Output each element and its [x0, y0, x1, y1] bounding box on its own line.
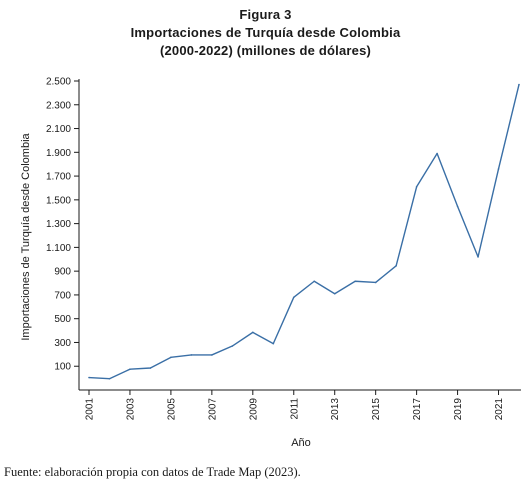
data-point-2008: [231, 345, 234, 347]
y-tick-label: 2.500: [46, 77, 71, 88]
y-tick-label: 100: [54, 362, 71, 373]
data-point-2009: [252, 331, 254, 334]
y-tick-label: 1.900: [46, 148, 71, 159]
y-tick-label: 1.100: [46, 243, 71, 254]
line-chart: 100 300 500 700 900 1.100 1.300 1.500 1.700 1.900…: [20, 77, 521, 449]
y-tick-label: 700: [54, 290, 71, 301]
series-points: [88, 83, 520, 380]
data-point-2002: [108, 377, 111, 380]
y-axis-ticks: 100 300 500 700 900 1.100 1.300 1.500 1.700 1.900…: [46, 77, 79, 373]
data-point-2016: [395, 265, 397, 267]
data-point-2005: [170, 356, 172, 359]
x-tick-label: 2005: [166, 398, 177, 421]
figure-source: Fuente: elaboración propia con datos de …: [4, 465, 301, 479]
figure-label: Figura 3: [239, 7, 292, 22]
x-tick-label: 2019: [453, 398, 464, 421]
figure-title-block: Figura 3 Importaciones de Turquía desde …: [0, 6, 531, 60]
x-axis-ticks: 2001 2003 2005 2007 2009 2011 2013 2015 2017 2019…: [85, 390, 505, 421]
data-point-2010: [272, 342, 275, 345]
data-point-2003: [129, 368, 131, 371]
y-axis-label: Importaciones de Turquía desde Colombia: [20, 132, 32, 340]
x-tick-label: 2007: [207, 398, 218, 421]
data-point-2020: [477, 256, 479, 258]
x-tick-label: 2021: [494, 398, 505, 421]
series-line: [88, 84, 520, 380]
figure-title-line-1: Importaciones de Turquía desde Colombia: [130, 25, 401, 40]
data-point-2012: [313, 280, 316, 283]
data-point-2021: [497, 168, 500, 170]
x-axis-label: Año: [291, 437, 311, 449]
data-point-2007: [211, 354, 213, 356]
x-tick-label: 2015: [371, 398, 382, 421]
data-point-2004: [149, 367, 152, 369]
data-point-2006: [190, 354, 193, 356]
y-tick-label: 1.700: [46, 172, 71, 183]
data-point-2019: [456, 205, 459, 208]
x-tick-label: 2017: [412, 398, 423, 421]
figure-title-line-2: (2000-2022) (millones de dólares): [159, 43, 372, 58]
x-tick-label: 2003: [125, 398, 136, 421]
data-point-2014: [354, 280, 356, 283]
data-point-2011: [292, 296, 295, 299]
x-tick-label: 2011: [289, 398, 300, 420]
data-point-2022: [518, 83, 520, 86]
y-tick-label: 1.500: [46, 195, 71, 206]
x-tick-label: 2013: [330, 398, 341, 421]
data-point-2018: [436, 152, 438, 155]
data-point-2013: [333, 292, 336, 295]
y-tick-label: 500: [54, 314, 71, 325]
y-tick-label: 2.100: [46, 124, 71, 135]
x-tick-label: 2009: [248, 398, 259, 421]
data-point-2017: [415, 185, 418, 188]
data-point-2015: [374, 281, 377, 284]
y-tick-label: 2.300: [46, 100, 71, 111]
y-tick-label: 1.300: [46, 219, 71, 230]
y-tick-label: 300: [54, 338, 71, 349]
data-point-2001: [88, 376, 90, 379]
y-tick-label: 900: [54, 267, 71, 278]
x-tick-label: 2001: [85, 398, 96, 421]
